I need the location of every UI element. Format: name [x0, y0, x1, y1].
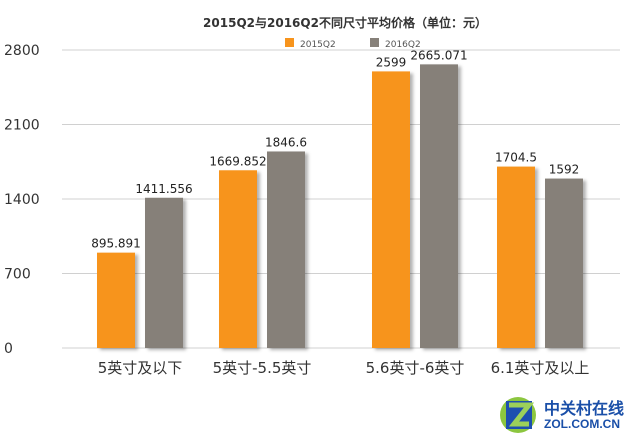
y-tick-label: 700	[4, 267, 31, 283]
data-label: 1669.852	[209, 154, 266, 168]
x-tick-label: 5英寸-5.5英寸	[213, 359, 312, 377]
data-label: 1592	[549, 163, 580, 177]
bar-2016Q2	[267, 151, 305, 348]
watermark-en: ZOL.COM.CN	[544, 417, 620, 431]
legend-label: 2015Q2	[300, 40, 336, 50]
bar-2016Q2	[420, 64, 458, 349]
data-label: 1846.6	[265, 135, 307, 149]
legend-swatch	[285, 38, 294, 47]
data-label: 895.891	[91, 237, 141, 251]
legend-label: 2016Q2	[385, 40, 421, 50]
zol-watermark-logo: 中关村在线 ZOL.COM.CN	[500, 393, 640, 443]
zol-logo-icon	[500, 397, 536, 433]
bar-2015Q2	[97, 252, 135, 348]
data-label: 1704.5	[495, 151, 537, 165]
bar-2015Q2	[497, 166, 535, 348]
chart-title: 2015Q2与2016Q2不同尺寸平均价格（单位：元）	[203, 15, 487, 30]
x-tick-label: 5.6英寸-6英寸	[366, 359, 465, 377]
x-tick-label: 5英寸及以下	[98, 359, 183, 377]
bar-2016Q2	[145, 197, 183, 348]
bar-2015Q2	[372, 71, 410, 348]
watermark-cn: 中关村在线	[544, 399, 625, 418]
y-tick-label: 2100	[4, 118, 40, 134]
y-tick-label: 2800	[4, 43, 40, 59]
x-tick-label: 6.1英寸及以上	[491, 359, 590, 377]
data-label: 2665.071	[410, 48, 467, 62]
data-label: 1411.556	[135, 182, 192, 196]
y-tick-label: 0	[4, 341, 13, 357]
data-label: 2599	[376, 55, 407, 69]
bar-2015Q2	[219, 170, 257, 348]
legend-swatch	[370, 38, 379, 47]
y-tick-label: 1400	[4, 192, 40, 208]
bar-2016Q2	[545, 178, 583, 348]
